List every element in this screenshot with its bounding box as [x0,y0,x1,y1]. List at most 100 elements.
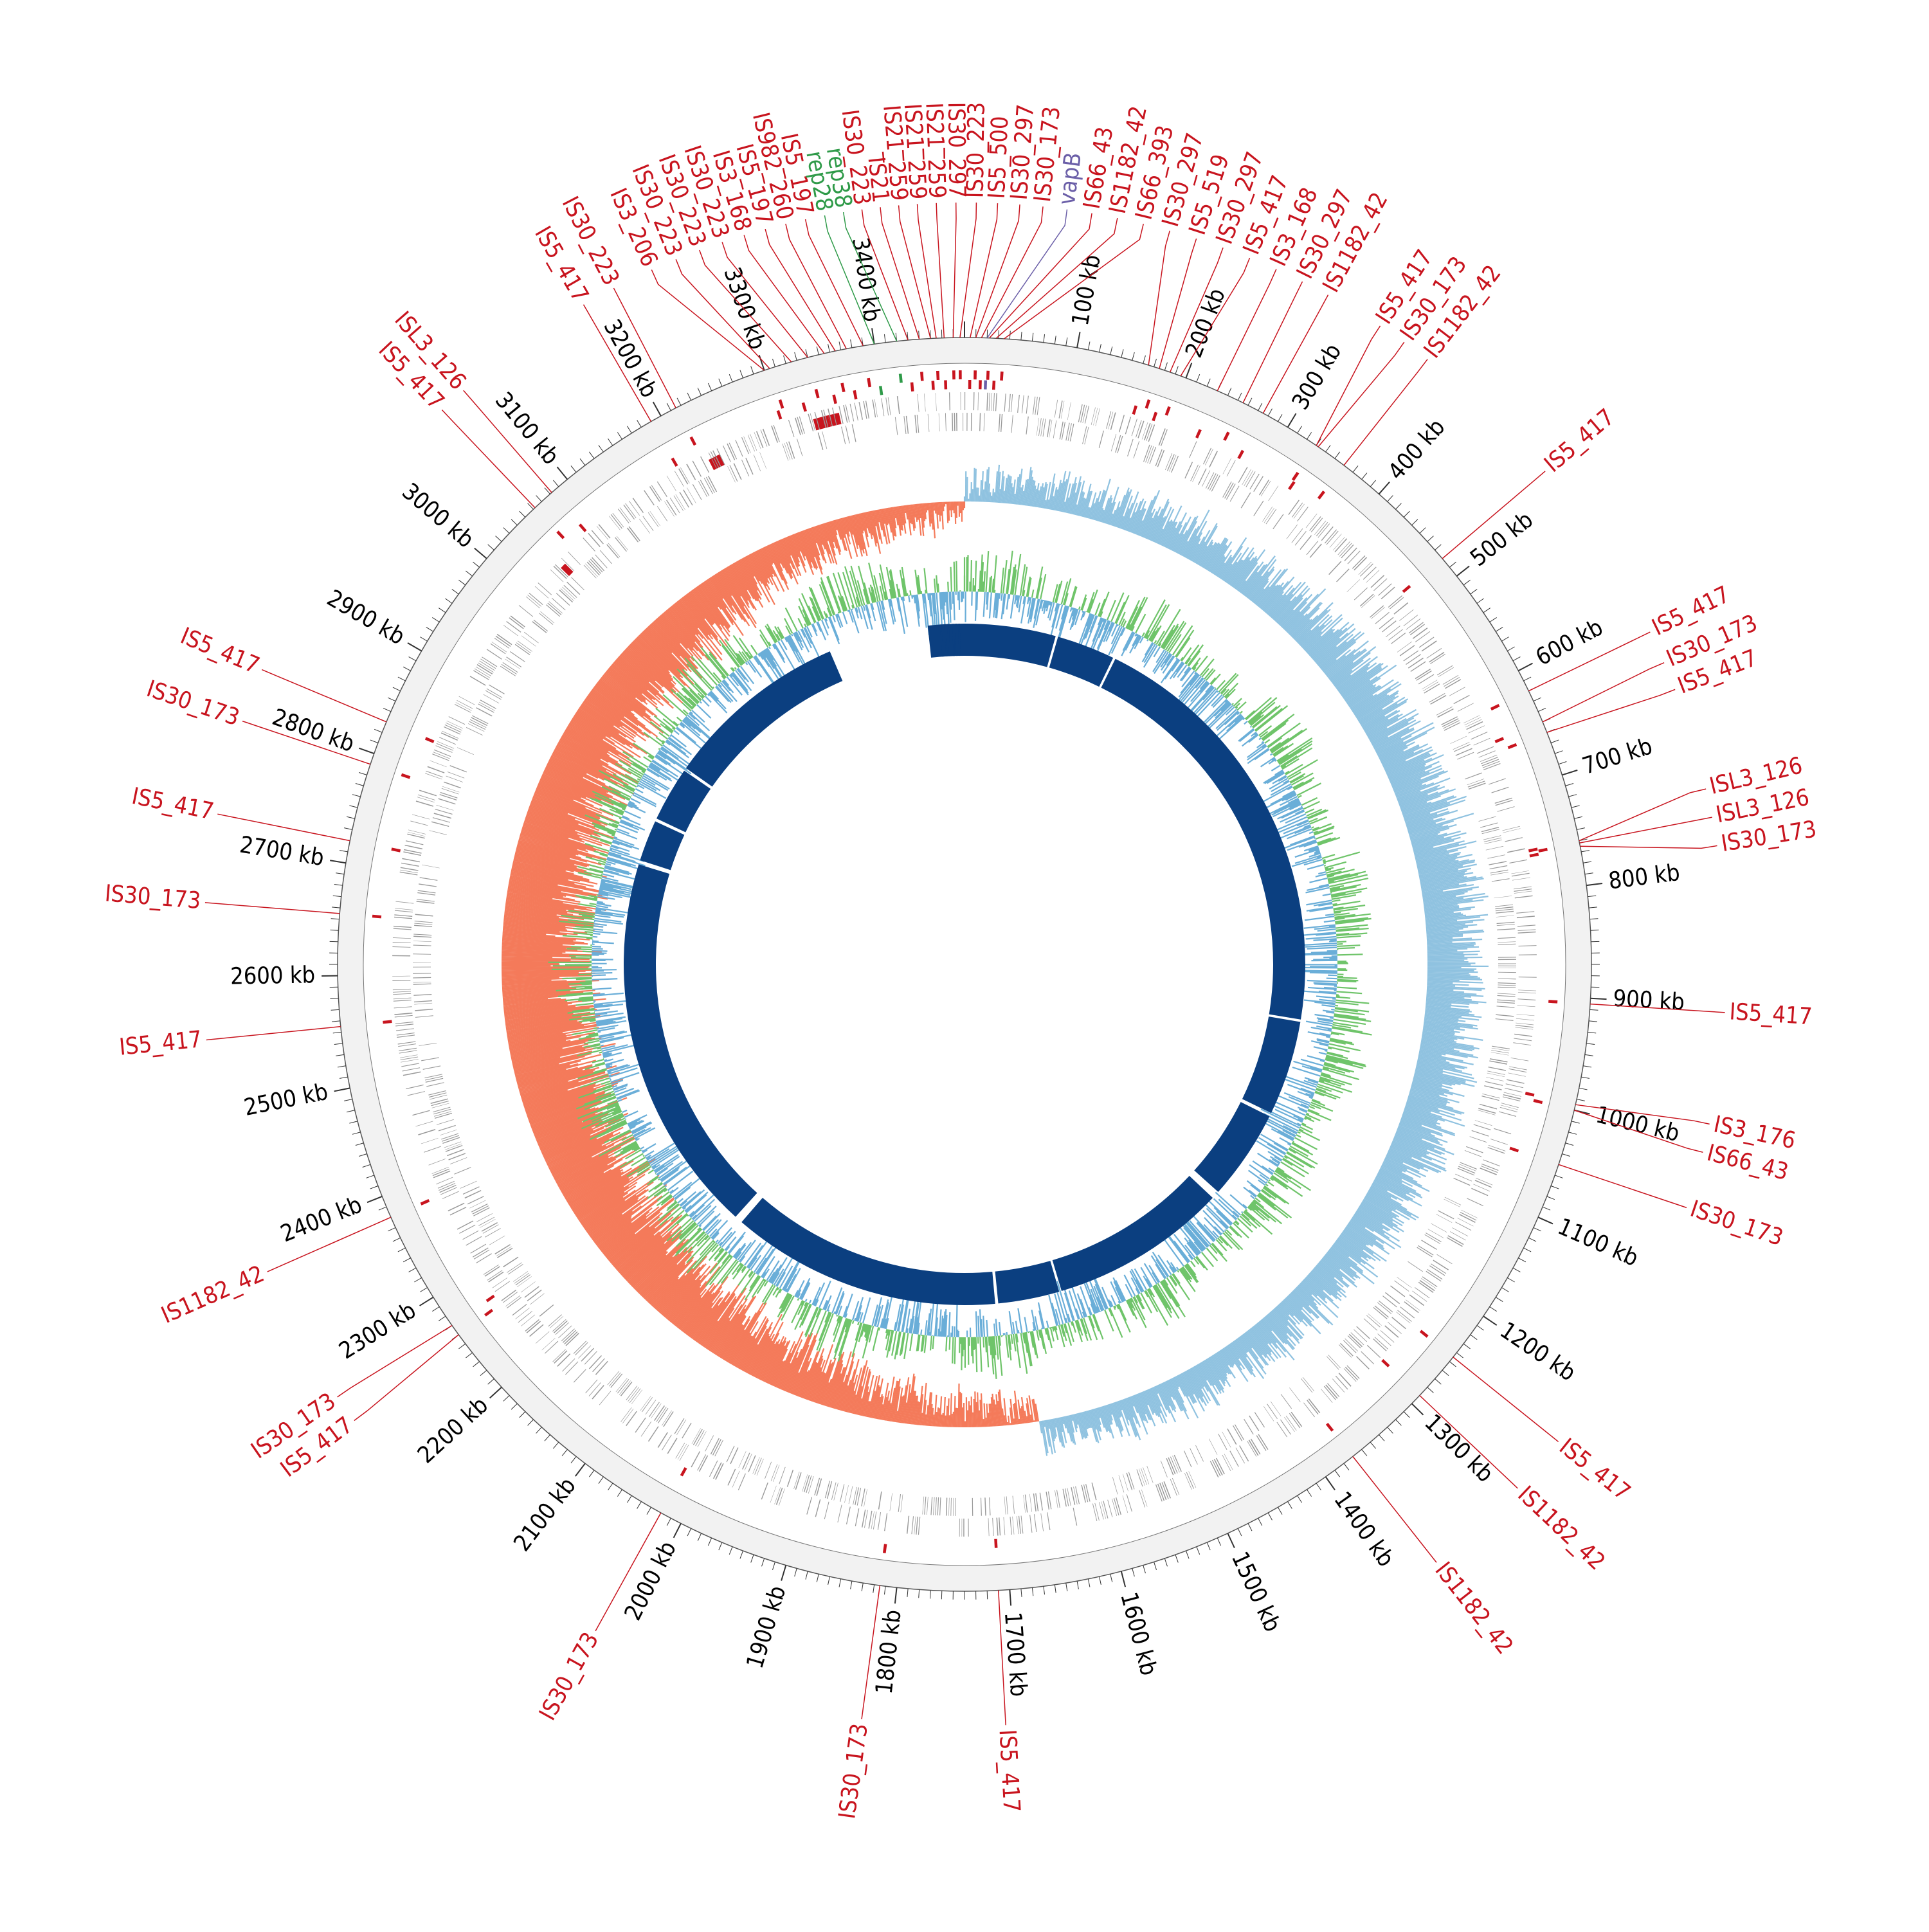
gene-bar [1025,1495,1028,1513]
gene-bar [1081,1485,1085,1503]
gene-bar [1012,1517,1014,1535]
gene-bar [393,989,411,990]
minor-tick [332,907,340,908]
gene-bar [844,1485,849,1503]
minor-tick [719,379,722,386]
gene-bar [496,636,511,647]
gene-bar [950,1498,952,1516]
gene-bar [1416,671,1431,681]
gene-bar [914,1517,916,1535]
minor-tick [1217,1538,1220,1546]
gc-content-bar [980,1309,981,1337]
gene-bar [1053,420,1056,438]
gene-bar [1415,669,1431,679]
gene-bar [459,696,475,705]
gc-skew-bar [955,1408,956,1427]
gene-bar [881,398,884,416]
minor-tick [1032,1587,1033,1596]
gene-bar [1336,1376,1348,1390]
gene-bar [1263,1406,1274,1422]
gene-bar [413,945,431,946]
gene-bar [1474,738,1490,746]
minor-tick [511,1404,517,1409]
gene-bar [850,404,855,422]
gene-bar [529,593,543,605]
is-element-mark [944,380,947,389]
minor-tick [1088,1579,1090,1587]
gc-content-bar [1259,738,1261,739]
minor-tick [1066,1583,1067,1591]
gc-content-bar [1016,1321,1018,1333]
gene-bar [395,1022,413,1024]
is-element-mark [391,847,401,852]
gene-bar [930,1497,932,1515]
minor-tick [1379,1435,1385,1441]
is-element-mark [1165,406,1171,416]
gene-bar [1339,1373,1352,1387]
gene-bar [419,1043,437,1046]
gene-bar [489,1236,505,1245]
gene-bar [1047,1512,1050,1530]
tick-label: 700 kb [1579,733,1656,780]
gc-skew-bar [974,1399,975,1427]
minor-tick [398,1248,406,1252]
minor-tick [1353,465,1358,472]
minor-tick [1248,1524,1252,1531]
minor-tick [1404,1412,1409,1418]
gc-content-bar [1224,683,1238,698]
gc-content-bar [1110,1308,1123,1337]
gene-bar [502,664,517,674]
gene-bar [1351,1332,1364,1345]
gene-bar [808,1476,814,1494]
tick-label: 1300 kb [1419,1409,1498,1488]
gene-bar [1211,475,1220,491]
gene-bar [1427,1269,1442,1279]
gene-bar [676,1420,686,1435]
gene-bar [1426,1271,1442,1281]
gene-bar [924,1497,926,1515]
is-element-mark [932,381,935,390]
gene-bar [1070,424,1074,442]
minor-tick [344,1099,352,1101]
gene-bar [1223,458,1232,474]
minor-tick [795,1568,797,1576]
gene-bar [1490,1139,1508,1145]
gc-content-bar [925,1335,927,1353]
minor-tick [1186,1551,1189,1558]
gene-bar [1259,480,1269,495]
minor-tick [1496,627,1503,631]
gene-bar [1266,509,1277,525]
gene-bar [1426,648,1442,658]
minor-tick [1588,1032,1596,1033]
gene-bar [1119,1475,1125,1492]
is-element-mark [1318,491,1325,500]
gene-bar [846,1506,851,1524]
gene-bar [656,1407,666,1422]
gc-content-bar [1336,991,1362,993]
gene-bar [674,496,684,511]
gene-bar [1505,837,1523,842]
gene-bar [1487,1073,1505,1077]
gene-bar [400,872,418,876]
gene-bar [1443,675,1459,685]
gene-bar [1253,476,1263,492]
gc-skew-bar [941,1414,942,1427]
gene-bar [1422,640,1437,651]
gc-content-bar [1330,940,1336,941]
gc-content-bar [984,571,985,591]
gc-content-bar [873,1327,879,1351]
gene-bar [1125,417,1131,434]
gene-bar [1111,434,1116,451]
gc-skew-bar [943,502,944,511]
gene-bar [1127,439,1134,456]
is-element-mark [1145,399,1151,409]
gc-content-bar [1003,560,1006,593]
gc-content-bar [1323,852,1360,862]
minor-tick [1571,1121,1580,1123]
gc-skew-bar [1427,969,1476,970]
gene-bar [1106,411,1111,428]
gene-bar [885,397,889,415]
gc-content-bar [1305,945,1337,947]
gene-bar [1262,507,1272,522]
gene-bar [1433,1260,1449,1270]
